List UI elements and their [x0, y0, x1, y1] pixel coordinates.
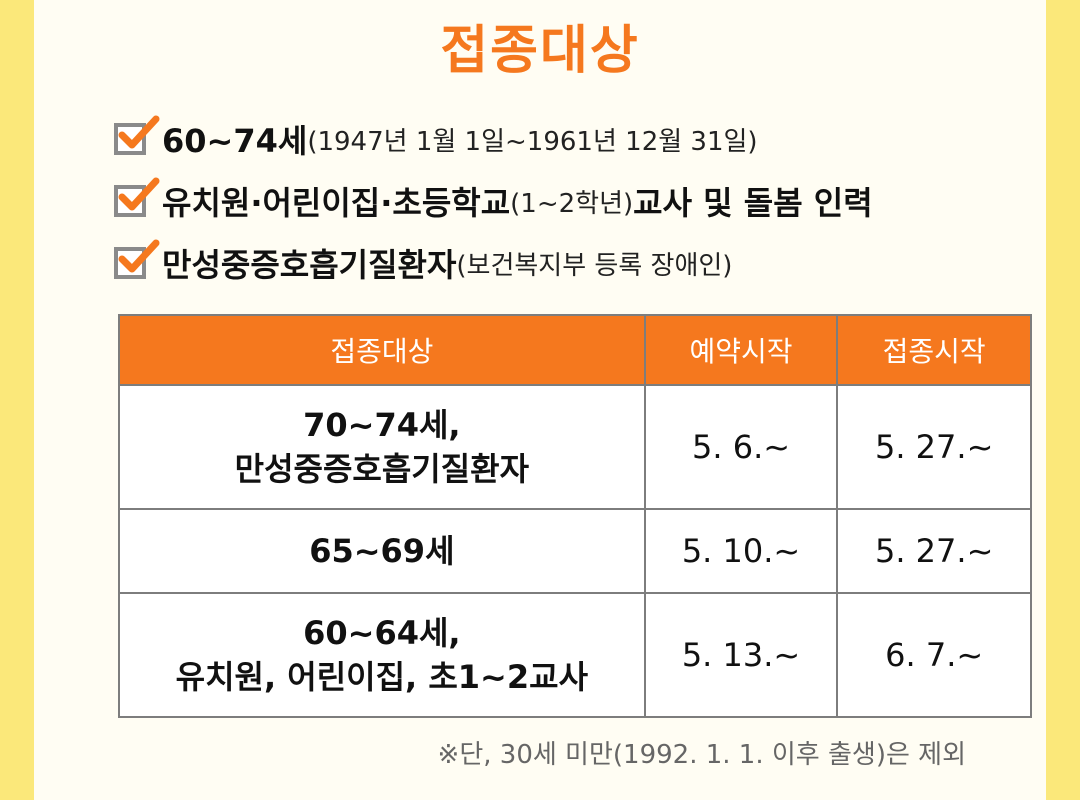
reservation-date: 5. 10.~ — [643, 508, 839, 594]
table-row: 60~64세, 유치원, 어린이집, 초1~2교사 5. 13.~ 6. 7.~ — [118, 592, 1032, 718]
checklist-sub-text: (보건복지부 등록 장애인) — [456, 250, 733, 281]
checkbox-checked-icon — [114, 239, 160, 279]
target-cell: 70~74세, 만성중증호흡기질환자 — [118, 384, 646, 510]
vaccination-date: 6. 7.~ — [836, 592, 1032, 718]
reservation-date: 5. 6.~ — [643, 384, 839, 510]
checkbox-checked-icon — [114, 177, 160, 217]
target-cell: 60~64세, 유치원, 어린이집, 초1~2교사 — [118, 592, 646, 718]
info-card: 접종대상 60~74세 (1947년 1월 1일~1961년 12월 31일) … — [34, 0, 1046, 800]
table-row: 70~74세, 만성중증호흡기질환자 5. 6.~ 5. 27.~ — [118, 384, 1032, 510]
header-vaccination: 접종시작 — [836, 314, 1032, 386]
page-title: 접종대상 — [440, 21, 640, 81]
checklist-sub-text: (1947년 1월 1일~1961년 12월 31일) — [307, 126, 758, 157]
target-line: 70~74세, — [303, 406, 461, 444]
target-line: 만성중증호흡기질환자 — [234, 450, 530, 488]
table-row: 65~69세 5. 10.~ 5. 27.~ — [118, 508, 1032, 594]
checklist-main-text: 만성중증호흡기질환자 — [162, 246, 457, 284]
target-line: 65~69세 — [309, 532, 455, 570]
checklist-tail-text: 교사 및 돌봄 인력 — [633, 184, 873, 222]
table-header-row: 접종대상 예약시작 접종시작 — [118, 314, 1032, 386]
checklist-item: 60~74세 (1947년 1월 1일~1961년 12월 31일) — [114, 108, 873, 170]
header-reservation: 예약시작 — [643, 314, 839, 386]
header-target: 접종대상 — [118, 314, 646, 386]
target-line: 유치원, 어린이집, 초1~2교사 — [175, 658, 589, 696]
eligibility-checklist: 60~74세 (1947년 1월 1일~1961년 12월 31일) 유치원·어… — [114, 108, 873, 294]
checklist-main-text: 60~74세 — [162, 122, 308, 160]
vaccination-date: 5. 27.~ — [836, 508, 1032, 594]
checklist-main-text: 유치원·어린이집·초등학교 — [162, 184, 511, 222]
checklist-sub-text: (1~2학년) — [510, 188, 634, 219]
footnote: ※단, 30세 미만(1992. 1. 1. 이후 출생)은 제외 — [437, 740, 966, 770]
target-line: 60~64세, — [303, 614, 461, 652]
checklist-item: 유치원·어린이집·초등학교 (1~2학년) 교사 및 돌봄 인력 — [114, 170, 873, 232]
checklist-item: 만성중증호흡기질환자 (보건복지부 등록 장애인) — [114, 232, 873, 294]
schedule-table: 접종대상 예약시작 접종시작 70~74세, 만성중증호흡기질환자 5. 6.~… — [118, 314, 1032, 718]
vaccination-date: 5. 27.~ — [836, 384, 1032, 510]
reservation-date: 5. 13.~ — [643, 592, 839, 718]
checkbox-checked-icon — [114, 115, 160, 155]
target-cell: 65~69세 — [118, 508, 646, 594]
